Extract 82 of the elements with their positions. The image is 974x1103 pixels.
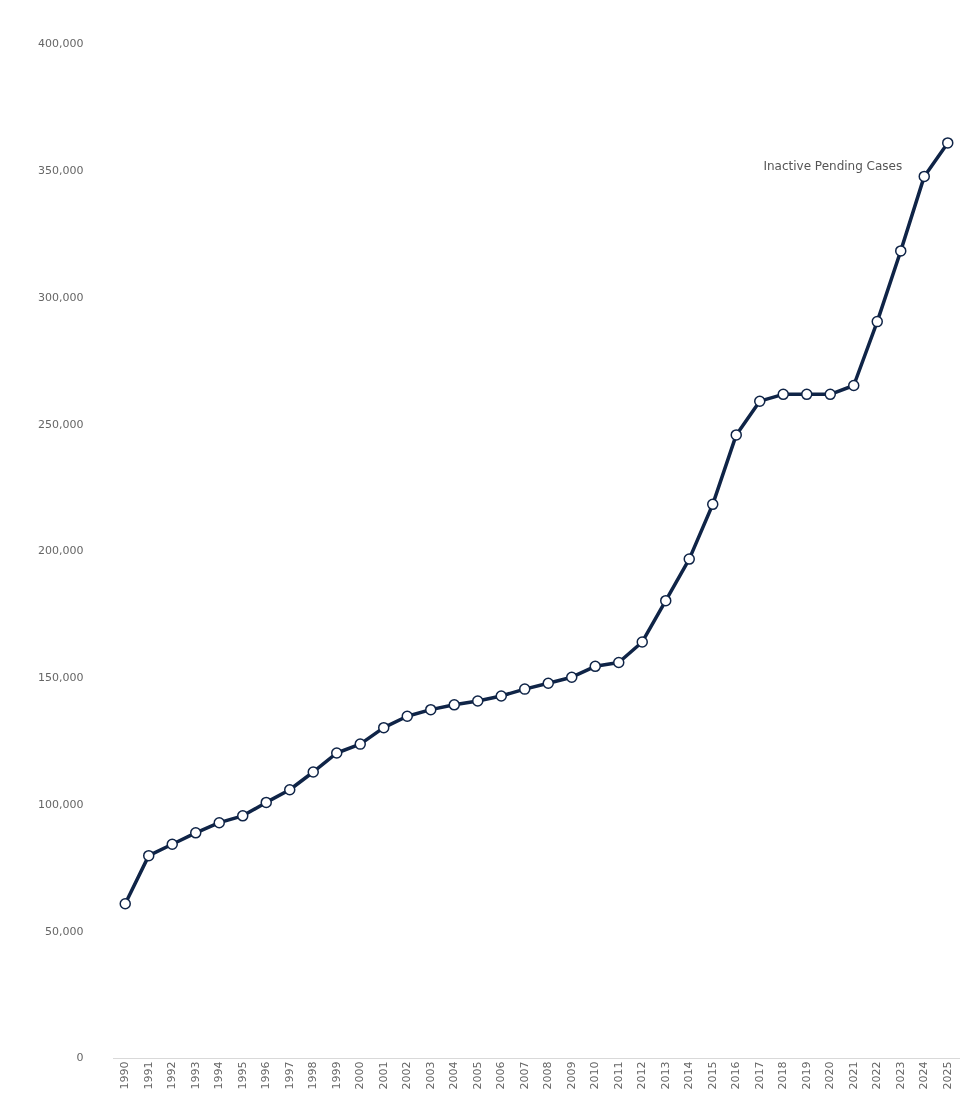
x-tick-label: 2025 (940, 1061, 954, 1090)
x-tick-label: 2024 (917, 1061, 931, 1090)
point (189, 827, 202, 839)
point (424, 703, 437, 716)
point (213, 816, 225, 829)
x-tick-label: 1997 (282, 1061, 296, 1090)
y-tick-label: 300,000 (37, 290, 84, 304)
point (683, 553, 695, 565)
point (660, 594, 672, 607)
point (730, 429, 742, 441)
y-tick-label: 250,000 (37, 417, 84, 431)
y-tick-label: 350,000 (37, 164, 84, 178)
x-tick-label: 2022 (870, 1061, 884, 1090)
point (119, 898, 131, 910)
point (848, 379, 860, 392)
series-label: Inactive Pending Cases (763, 158, 903, 173)
x-tick-label: 2014 (682, 1061, 696, 1090)
point (448, 699, 460, 711)
y-tick-label: 50,000 (44, 924, 84, 938)
point (283, 783, 296, 796)
x-tick-label: 2005 (470, 1061, 484, 1090)
x-tick-label: 2018 (776, 1061, 790, 1090)
point (636, 636, 648, 648)
x-tick-label: 2003 (423, 1061, 437, 1090)
x-tick-label: 2011 (611, 1061, 625, 1090)
y-tick-label: 0 (76, 1051, 84, 1065)
x-tick-label: 1990 (118, 1061, 132, 1090)
point (142, 849, 155, 862)
point (236, 810, 249, 822)
x-tick-label: 2008 (541, 1061, 555, 1090)
y-tick-label: 400,000 (37, 37, 84, 51)
point (307, 766, 319, 778)
point (801, 388, 813, 401)
x-tick-label: 1991 (141, 1061, 155, 1090)
point (918, 170, 930, 183)
point (707, 498, 719, 511)
point (589, 660, 601, 673)
point (377, 721, 390, 734)
x-tick-label: 2007 (517, 1061, 531, 1090)
point (871, 315, 883, 328)
x-tick-label: 2004 (447, 1061, 461, 1090)
point (565, 671, 578, 683)
x-tick-label: 2013 (658, 1061, 672, 1090)
x-tick-label: 2016 (729, 1061, 743, 1090)
x-tick-label: 2019 (799, 1061, 813, 1090)
point (401, 710, 413, 722)
point (354, 738, 366, 750)
x-tick-label: 1998 (306, 1061, 320, 1090)
x-tick-label: 2000 (353, 1061, 367, 1090)
point (895, 245, 907, 257)
point (542, 677, 554, 690)
x-tick-label: 1993 (188, 1061, 202, 1090)
x-tick-label: 2009 (564, 1061, 578, 1090)
x-tick-label: 1999 (329, 1061, 343, 1090)
point (166, 838, 178, 850)
x-tick-label: 2002 (400, 1061, 414, 1090)
x-tick-label: 1995 (235, 1061, 249, 1090)
point (777, 388, 789, 401)
point (754, 395, 766, 407)
x-tick-label: 2021 (846, 1061, 860, 1090)
x-tick-label: 2017 (752, 1061, 766, 1090)
y-tick-label: 200,000 (37, 544, 84, 558)
x-tick-label: 1996 (259, 1061, 273, 1090)
point (942, 137, 954, 149)
point (613, 656, 625, 669)
y-tick-label: 100,000 (37, 797, 84, 811)
point (824, 388, 836, 401)
y-tick-label: 150,000 (37, 671, 84, 685)
x-tick-label: 2015 (705, 1061, 719, 1090)
x-tick-label: 2006 (494, 1061, 508, 1090)
point (518, 683, 531, 695)
point (330, 747, 343, 759)
point (495, 690, 507, 702)
x-tick-label: 1992 (165, 1061, 179, 1090)
x-tick-label: 2023 (893, 1061, 907, 1090)
x-tick-label: 2001 (376, 1061, 390, 1090)
x-tick-label: 2010 (588, 1061, 602, 1090)
point (260, 796, 272, 809)
x-tick-label: 2012 (635, 1061, 649, 1090)
x-tick-label: 2020 (823, 1061, 837, 1090)
point (471, 695, 484, 707)
x-tick-label: 1994 (212, 1061, 226, 1090)
